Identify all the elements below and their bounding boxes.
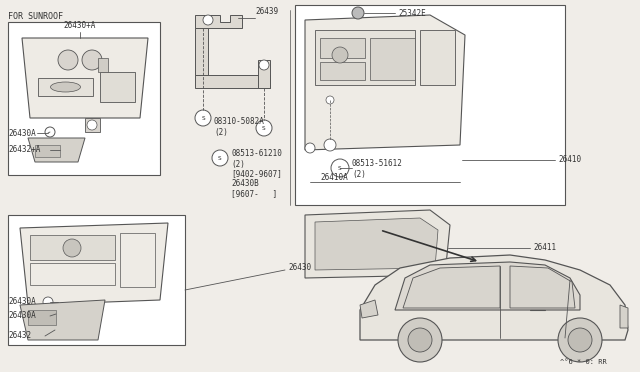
Text: 26411: 26411 (533, 244, 556, 253)
Circle shape (568, 328, 592, 352)
Polygon shape (510, 266, 575, 308)
Polygon shape (195, 15, 242, 28)
Bar (8, 215, 185, 345)
Polygon shape (85, 118, 100, 132)
Polygon shape (22, 38, 148, 118)
Text: 26432+A: 26432+A (8, 145, 40, 154)
Polygon shape (20, 300, 105, 340)
Bar (30, 235, 115, 260)
Circle shape (58, 50, 78, 70)
Bar (38, 78, 93, 96)
Text: 26430B: 26430B (231, 180, 259, 189)
Circle shape (259, 60, 269, 70)
Polygon shape (20, 223, 168, 305)
Text: 26410A: 26410A (320, 173, 348, 183)
Circle shape (45, 127, 55, 137)
Text: 08513-51612: 08513-51612 (352, 160, 403, 169)
Bar (30, 263, 115, 285)
Bar (120, 233, 155, 287)
Text: 26430+A: 26430+A (64, 22, 96, 31)
Text: 26430A: 26430A (8, 311, 36, 321)
Circle shape (87, 120, 97, 130)
Circle shape (82, 50, 102, 70)
Circle shape (256, 120, 272, 136)
Polygon shape (360, 300, 378, 318)
Polygon shape (305, 210, 450, 278)
Circle shape (324, 139, 336, 151)
Polygon shape (620, 305, 628, 328)
Circle shape (331, 159, 349, 177)
Text: 26410: 26410 (558, 155, 581, 164)
Text: 26430: 26430 (288, 263, 311, 273)
Bar (420, 30, 455, 85)
Polygon shape (28, 138, 85, 162)
Bar (100, 72, 135, 102)
Text: [9607-   ]: [9607- ] (231, 189, 277, 199)
Text: FOR SUNROOF: FOR SUNROOF (8, 12, 63, 21)
Bar (8, 22, 160, 175)
Bar (28, 310, 56, 325)
Polygon shape (305, 15, 465, 150)
Text: ^°6 * 0: RR: ^°6 * 0: RR (560, 359, 607, 365)
Circle shape (43, 297, 53, 307)
Polygon shape (258, 60, 270, 88)
Text: S: S (338, 166, 342, 170)
Circle shape (332, 47, 348, 63)
Circle shape (212, 150, 228, 166)
Text: 08310-5082A: 08310-5082A (214, 118, 265, 126)
Polygon shape (403, 266, 500, 308)
Circle shape (33, 309, 43, 319)
Text: 25342E: 25342E (398, 9, 426, 17)
Text: 26439: 26439 (255, 7, 278, 16)
Circle shape (408, 328, 432, 352)
Bar (370, 38, 415, 80)
Polygon shape (195, 75, 270, 88)
Text: 08513-61210: 08513-61210 (231, 150, 282, 158)
Bar (315, 30, 415, 85)
Circle shape (203, 15, 213, 25)
Bar (98, 58, 108, 72)
Bar (295, 5, 565, 205)
Circle shape (398, 318, 442, 362)
Bar (35, 145, 60, 157)
Polygon shape (360, 255, 628, 340)
Circle shape (558, 318, 602, 362)
Circle shape (305, 143, 315, 153)
Ellipse shape (51, 82, 81, 92)
Text: (2): (2) (231, 160, 245, 169)
Circle shape (63, 239, 81, 257)
Circle shape (352, 7, 364, 19)
Text: 26432: 26432 (8, 331, 31, 340)
Polygon shape (395, 262, 580, 310)
Text: (2): (2) (352, 170, 366, 180)
Text: S: S (201, 115, 205, 121)
Circle shape (195, 110, 211, 126)
Text: S: S (262, 125, 266, 131)
Polygon shape (315, 218, 438, 270)
Text: (2): (2) (214, 128, 228, 138)
Text: S: S (218, 155, 222, 160)
Bar (320, 62, 365, 80)
Text: 26430A: 26430A (8, 298, 36, 307)
Bar (320, 38, 365, 58)
Circle shape (326, 96, 334, 104)
Text: 26430A: 26430A (8, 128, 36, 138)
Text: [9402-9607]: [9402-9607] (231, 170, 282, 179)
Polygon shape (195, 28, 208, 75)
